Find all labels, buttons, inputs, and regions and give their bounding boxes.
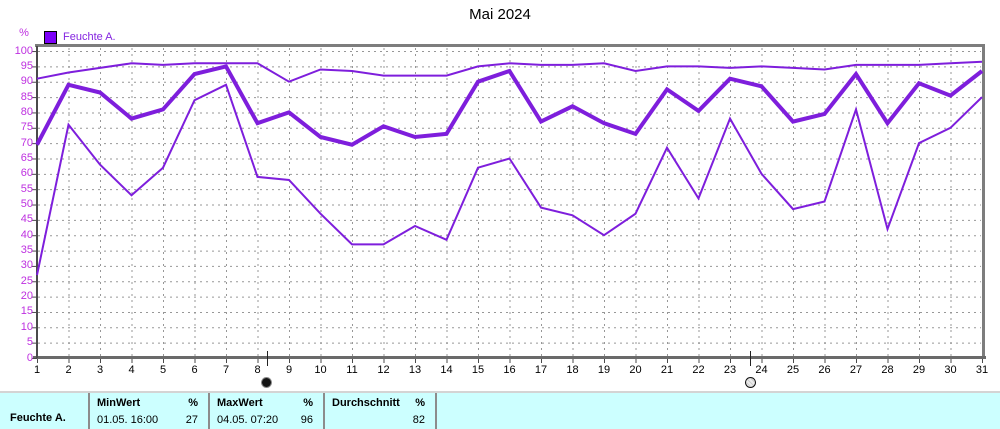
- x-tick-label: 31: [975, 364, 989, 376]
- max-unit: %: [303, 396, 313, 409]
- y-tick-label: 30: [20, 259, 33, 272]
- min-datetime: 01.05. 16:00: [97, 413, 159, 426]
- min-header: MinWert: [97, 396, 141, 409]
- x-tick-label: 1: [33, 364, 41, 376]
- stats-table: Feuchte A. MinWert % 01.05. 16:00 27 Max…: [0, 391, 1000, 429]
- y-tick-label: 20: [20, 290, 33, 303]
- x-tick-label: 21: [660, 364, 674, 376]
- y-tick-label: 85: [20, 90, 33, 103]
- table-row-label: Feuchte A.: [10, 412, 66, 424]
- new-moon-icon: [261, 377, 273, 388]
- y-tick-label: 80: [20, 105, 33, 118]
- x-tick-label: 5: [159, 364, 167, 376]
- plot-border-right: [982, 44, 985, 359]
- y-tick-label: 25: [20, 274, 33, 287]
- series-daily-min: [36, 83, 983, 276]
- y-tick-label: 95: [20, 59, 33, 72]
- x-tick-label: 7: [222, 364, 230, 376]
- plot-border-top: [35, 44, 985, 47]
- x-tick-label: 15: [471, 364, 485, 376]
- min-value: 27: [185, 413, 198, 426]
- legend: Feuchte A.: [44, 30, 116, 44]
- x-tick-label: 27: [849, 364, 863, 376]
- y-tick-label: 70: [20, 136, 33, 149]
- max-datetime: 04.05. 07:20: [217, 413, 279, 426]
- x-tick-label: 3: [96, 364, 104, 376]
- x-tick-label: 29: [912, 364, 926, 376]
- y-tick-label: 75: [20, 121, 33, 134]
- chart-title: Mai 2024: [469, 6, 531, 23]
- x-tick-label: 9: [285, 364, 293, 376]
- x-tick-label: 25: [786, 364, 800, 376]
- x-tick-label: 4: [128, 364, 135, 376]
- y-axis-line: [36, 46, 38, 358]
- table-empty-cell: [435, 393, 1000, 429]
- x-tick-label: 11: [346, 364, 358, 376]
- x-tick-label: 26: [818, 364, 831, 376]
- x-tick-label: 6: [191, 364, 198, 376]
- x-tick-label: 13: [408, 364, 422, 376]
- y-tick-label: 40: [20, 228, 33, 241]
- y-tick-label: 90: [20, 75, 33, 88]
- max-column: MaxWert % 04.05. 07:20 96: [208, 393, 323, 429]
- y-tick-label: 65: [20, 151, 33, 164]
- series-daily-avg: [35, 64, 984, 147]
- y-tick-label: 35: [20, 244, 33, 257]
- x-tick-label: 28: [881, 364, 894, 376]
- x-tick-label: 30: [944, 364, 957, 376]
- y-tick-label: 45: [20, 213, 33, 226]
- y-tick-label: 5: [26, 336, 33, 349]
- x-tick-label: 12: [377, 364, 390, 376]
- y-tick-label: 15: [20, 305, 33, 318]
- max-header: MaxWert: [217, 396, 263, 409]
- avg-value: 82: [412, 413, 425, 426]
- legend-swatch-icon: [44, 30, 57, 44]
- avg-unit: %: [415, 396, 425, 409]
- x-axis-line: [33, 356, 986, 359]
- min-column: MinWert % 01.05. 16:00 27: [88, 393, 208, 429]
- x-tick-label: 17: [534, 364, 548, 376]
- max-value: 96: [300, 413, 313, 426]
- x-tick-label: 18: [566, 364, 579, 376]
- legend-label: Feuchte A.: [63, 31, 116, 43]
- avg-header: Durchschnitt: [332, 396, 400, 409]
- avg-column: Durchschnitt % 82: [323, 393, 435, 429]
- y-tick-label: 10: [20, 320, 33, 333]
- series-daily-max: [36, 60, 983, 83]
- x-tick-label: 10: [314, 364, 327, 376]
- x-tick-label: 14: [440, 364, 453, 376]
- x-tick-label: 23: [723, 364, 737, 376]
- y-axis-unit-label: %: [19, 27, 29, 39]
- y-tick-label: 55: [20, 182, 33, 195]
- y-tick-label: 0: [26, 351, 33, 364]
- full-moon-icon: [744, 377, 756, 388]
- y-tick-label: 50: [20, 198, 33, 211]
- x-tick-label: 8: [254, 364, 261, 376]
- x-tick-label: 20: [629, 364, 642, 376]
- min-unit: %: [188, 396, 198, 409]
- y-tick-label: 60: [20, 167, 33, 180]
- x-tick-label: 16: [503, 364, 516, 376]
- table-row-label-cell: Feuchte A.: [0, 393, 88, 429]
- x-tick-label: 24: [755, 364, 768, 376]
- y-tick-label: 100: [14, 44, 33, 57]
- x-tick-label: 22: [692, 364, 705, 376]
- x-tick-label: 19: [597, 364, 611, 376]
- x-tick-label: 2: [65, 364, 72, 376]
